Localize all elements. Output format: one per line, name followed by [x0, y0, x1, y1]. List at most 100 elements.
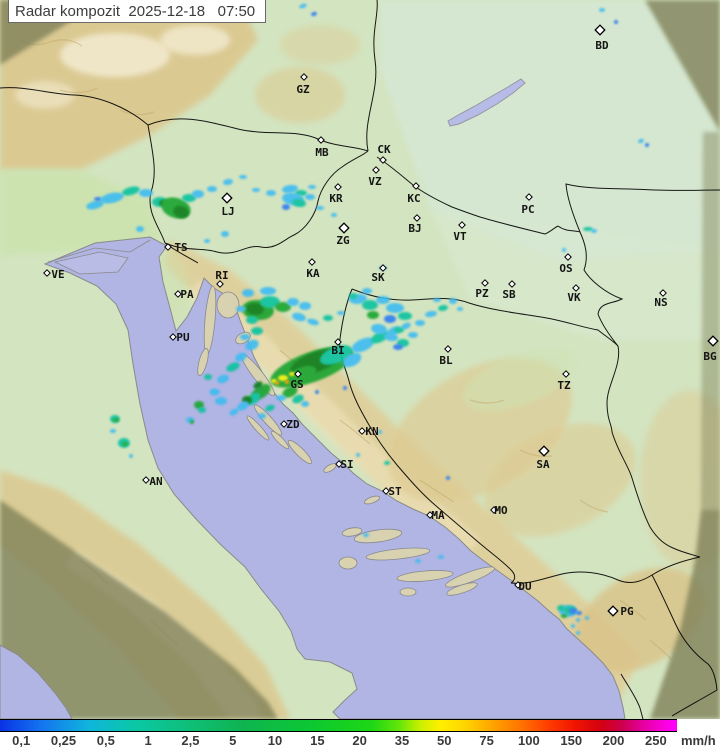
radar-echo — [384, 332, 398, 342]
legend-tick-label: 20 — [352, 733, 367, 748]
radar-echo — [398, 312, 412, 320]
legend-tick-label: 15 — [310, 733, 325, 748]
city-label-ZG: ZG — [336, 234, 350, 247]
radar-echo — [278, 375, 288, 381]
city-label-VE: VE — [51, 268, 64, 281]
city-marker-PU — [169, 333, 177, 341]
city-label-BI: BI — [331, 344, 344, 357]
radar-echo — [245, 339, 259, 351]
city-label-PG: PG — [620, 605, 634, 618]
radar-echo — [576, 631, 580, 635]
title-bar: Radar kompozit 2025-12-18 07:50 — [8, 0, 267, 23]
lake-balaton — [447, 78, 526, 127]
city-label-ST: ST — [388, 485, 402, 498]
city-marker-PZ — [481, 279, 489, 287]
radar-echo — [323, 315, 333, 321]
legend-color-scale — [0, 719, 677, 732]
radar-echo — [275, 381, 279, 385]
radar-echo — [367, 311, 379, 319]
city-marker-VT — [458, 221, 466, 229]
city-label-MO: MO — [494, 504, 508, 517]
city-marker-ZG — [338, 222, 350, 234]
radar-echo — [229, 408, 239, 416]
city-label-GZ: GZ — [296, 83, 310, 96]
city-label-BJ: BJ — [408, 222, 421, 235]
city-marker-BG — [707, 335, 719, 347]
city-marker-TS — [164, 243, 172, 251]
radar-echo — [292, 394, 304, 404]
legend-tick-label: 0,25 — [50, 733, 77, 748]
city-marker-PG — [607, 605, 619, 617]
radar-echo — [100, 192, 124, 204]
legend-tick-label: 200 — [602, 733, 625, 748]
radar-echo — [394, 327, 404, 333]
radar-echo — [194, 401, 204, 409]
city-label-KC: KC — [407, 192, 420, 205]
radar-echo — [316, 206, 324, 210]
radar-echo — [362, 288, 372, 294]
city-marker-KN — [358, 427, 366, 435]
radar-echo — [122, 442, 128, 446]
city-marker-DU — [514, 581, 522, 589]
radar-echo — [362, 300, 378, 310]
city-label-TS: TS — [174, 241, 187, 254]
legend-tick-label: 2,5 — [181, 733, 200, 748]
radar-echo — [282, 386, 298, 398]
city-marker-CK — [379, 156, 387, 164]
radar-echo — [210, 389, 218, 395]
radar-echo — [253, 381, 263, 389]
city-marker-VE — [43, 269, 51, 277]
radar-echo — [438, 555, 444, 559]
radar-echo — [198, 407, 206, 413]
city-label-OS: OS — [559, 262, 572, 275]
radar-echo — [122, 186, 140, 196]
radar-echo — [192, 190, 204, 198]
legend-tick-label: 50 — [437, 733, 452, 748]
radar-echo — [438, 304, 448, 312]
radar-echo — [571, 624, 575, 628]
radar-echo — [337, 311, 345, 315]
city-label-PC: PC — [521, 203, 534, 216]
city-label-SB: SB — [502, 288, 516, 301]
radar-map: BD GZ MB CK VZ KR KC PC LJ ZG BJ VT TS OS VE RI KA SK PZ SB… — [0, 0, 720, 720]
radar-echo — [591, 229, 597, 233]
city-marker-SK — [379, 264, 387, 272]
legend-tick-label: 10 — [267, 733, 283, 748]
city-marker-KA — [308, 258, 316, 266]
radar-echo — [315, 390, 319, 394]
radar-echo — [386, 303, 404, 313]
radar-echo — [239, 175, 247, 179]
radar-echo — [110, 429, 116, 433]
city-label-SI: SI — [340, 458, 353, 471]
radar-echo — [342, 352, 362, 368]
city-label-KR: KR — [329, 192, 343, 205]
city-marker-GZ — [300, 73, 308, 81]
radar-echo — [242, 289, 254, 297]
radar-echo — [384, 315, 396, 323]
radar-echo — [266, 190, 276, 196]
radar-echo — [129, 454, 133, 458]
city-label-MA: MA — [431, 509, 445, 522]
legend-tick-label: 5 — [229, 733, 237, 748]
city-marker-BI — [334, 338, 342, 346]
city-marker-VK — [572, 284, 580, 292]
legend-tick-label: 150 — [560, 733, 583, 748]
legend-tick-label: 1 — [144, 733, 152, 748]
city-label-MB: MB — [315, 146, 329, 159]
city-marker-BL — [444, 345, 452, 353]
city-label-LJ: LJ — [221, 205, 234, 218]
city-label-KA: KA — [306, 267, 320, 280]
legend-unit: mm/h — [681, 733, 716, 748]
legend: 0,1 0,25 0,5 1 2,5 5 10 15 20 35 50 75 100 150 200 250 … — [0, 719, 720, 751]
city-label-PZ: PZ — [475, 287, 489, 300]
radar-echo — [311, 11, 317, 17]
city-marker-MA — [426, 511, 434, 519]
city-marker-BD — [594, 24, 606, 36]
radar-echo — [351, 337, 375, 353]
radar-echo — [289, 372, 295, 376]
radar-echo — [282, 184, 298, 194]
radar-echo — [237, 401, 249, 411]
radar-echo — [433, 298, 441, 302]
radar-echo — [292, 312, 306, 322]
country-borders — [0, 0, 720, 720]
